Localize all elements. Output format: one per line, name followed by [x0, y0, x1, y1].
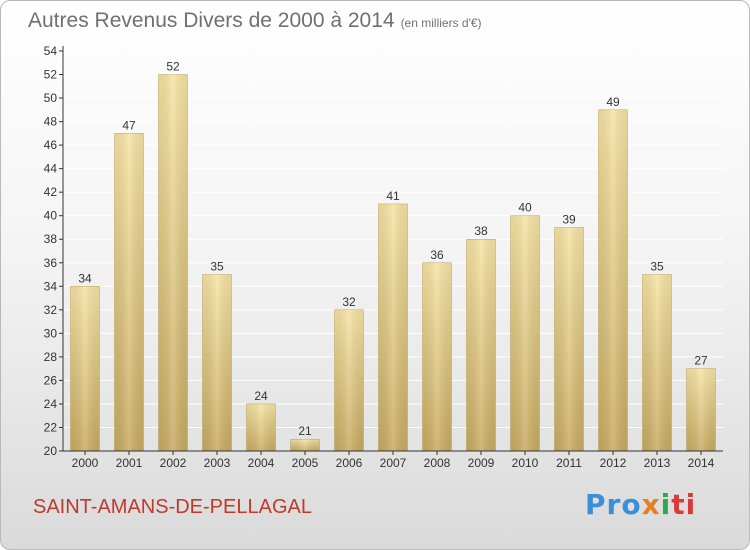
y-tick-label: 24	[44, 397, 58, 411]
bar-shade-2001	[114, 133, 144, 451]
data-label: 52	[166, 60, 180, 74]
x-tick-label: 2012	[600, 456, 627, 470]
data-label: 21	[298, 424, 312, 438]
data-label: 35	[650, 260, 664, 274]
bars	[70, 74, 716, 452]
y-tick-label: 28	[44, 350, 58, 364]
data-labels: 34 47 52 35 24 21 32 41 36 38 40 39 49 35 27	[78, 60, 708, 439]
bar-shade-2007	[378, 203, 408, 451]
data-label: 24	[254, 389, 268, 403]
bar-shade-2012	[598, 109, 628, 451]
bar-shade-2006	[334, 309, 364, 451]
location-label: SAINT-AMANS-DE-PELLAGAL	[33, 496, 312, 518]
y-tick-label: 36	[44, 256, 58, 270]
bar-shade-2000	[70, 286, 100, 451]
bar-shade-2013	[642, 274, 672, 451]
logo-part-1: Pro	[585, 488, 642, 521]
logo-part-3: i	[660, 488, 672, 521]
bar-shade-2010	[510, 215, 540, 451]
data-label: 39	[562, 212, 576, 226]
y-tick-label: 22	[44, 420, 58, 434]
y-tick-label: 26	[44, 373, 58, 387]
bar-shade-2008	[422, 262, 452, 451]
y-tick-label: 44	[44, 162, 58, 176]
bar-shade-2005	[290, 439, 320, 451]
y-tick-label: 48	[44, 115, 58, 129]
y-tick-label: 32	[44, 303, 58, 317]
data-label: 40	[518, 201, 532, 215]
data-label: 27	[694, 354, 708, 368]
x-tick-label: 2008	[424, 456, 451, 470]
data-label: 36	[430, 248, 444, 262]
y-tick-label: 38	[44, 232, 58, 246]
chart-title: Autres Revenus Divers de 2000 à 2014 (en …	[28, 9, 482, 33]
x-tick-label: 2011	[556, 456, 582, 470]
data-label: 49	[606, 95, 620, 109]
y-tick-label: 46	[44, 138, 58, 152]
y-tick-label: 40	[44, 209, 58, 223]
y-tick-label: 20	[44, 444, 58, 458]
bar-shade-2002	[158, 74, 188, 451]
logo-part-4: ti	[671, 488, 697, 521]
data-label: 38	[474, 224, 488, 238]
x-tick-label: 2001	[116, 456, 143, 470]
data-label: 32	[342, 295, 356, 309]
y-tick-label: 34	[44, 279, 58, 293]
axes: 20 22 24 26 28 30 32 34 36 38 40 42 44 46 48 50 52 54 2000…	[44, 44, 723, 470]
chart-title-text: Autres Revenus Divers de 2000 à 2014	[28, 9, 395, 32]
data-label: 34	[78, 271, 92, 285]
y-tick-label: 54	[44, 44, 58, 58]
proxiti-logo[interactable]: Proxiti	[585, 488, 696, 521]
x-tick-label: 2013	[644, 456, 671, 470]
x-tick-label: 2004	[248, 456, 275, 470]
y-tick-label: 50	[44, 91, 58, 105]
bar-shade-2009	[466, 239, 496, 451]
chart-subtitle: (en milliers d'€)	[400, 16, 482, 30]
bar-shade-2004	[246, 403, 276, 451]
x-tick-label: 2002	[160, 456, 187, 470]
x-tick-label: 2005	[292, 456, 319, 470]
x-tick-label: 2003	[204, 456, 231, 470]
x-tick-label: 2007	[380, 456, 407, 470]
bar-shade-2014	[686, 368, 716, 451]
y-tick-label: 52	[44, 68, 58, 82]
x-tick-label: 2010	[512, 456, 539, 470]
y-tick-label: 42	[44, 185, 58, 199]
data-label: 41	[386, 189, 400, 203]
x-tick-label: 2014	[688, 456, 715, 470]
x-tick-label: 2009	[468, 456, 495, 470]
data-label: 35	[210, 260, 224, 274]
logo-part-2: x	[641, 488, 661, 521]
y-tick-label: 30	[44, 326, 58, 340]
bar-shade-2003	[202, 274, 232, 451]
data-label: 47	[122, 118, 136, 132]
bar-shade-2011	[554, 227, 584, 451]
x-tick-label: 2006	[336, 456, 363, 470]
x-tick-label: 2000	[72, 456, 99, 470]
